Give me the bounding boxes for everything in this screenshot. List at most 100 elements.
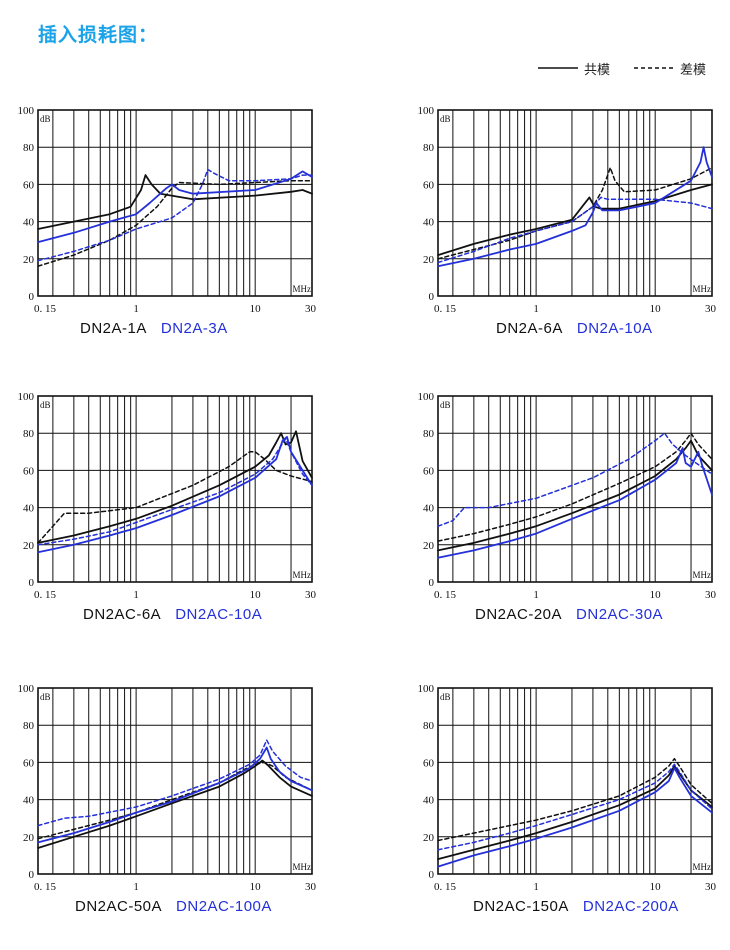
y-tick-label: 0 (429, 577, 435, 589)
caption-model-black: DN2AC-150A (473, 898, 569, 915)
y-tick-label: 40 (23, 217, 35, 229)
series-line-b-differential (37, 739, 313, 827)
y-tick-label: 60 (423, 757, 435, 769)
x-tick-label: 0. 15 (34, 589, 57, 601)
y-tick-label: 60 (423, 465, 435, 477)
x-tick-label: 1 (533, 881, 539, 893)
y-tick-label: 80 (23, 720, 35, 732)
y-tick-label: 100 (418, 391, 435, 403)
x-tick-label: 0. 15 (34, 303, 57, 315)
x-tick-label: 1 (533, 303, 539, 315)
series-line-a-differential (437, 757, 713, 842)
x-unit-label: MHz (693, 862, 712, 872)
insertion-loss-chart-1: 0 20 40 60 80 100 0. 15 1 10 30 dB MHz (18, 105, 317, 315)
caption-model-blue: DN2AC-200A (582, 898, 679, 915)
plot-frame (37, 395, 313, 583)
chart-panel-3: 0 20 40 60 80 100 0. 15 1 10 30 dB MHz DN2AC-6A DN2AC… (0, 378, 330, 638)
caption-model-black: DN2A-6A (496, 320, 563, 337)
x-tick-label: 10 (650, 881, 662, 893)
y-unit-label: dB (40, 692, 51, 702)
y-tick-label: 40 (423, 795, 435, 807)
caption-model-blue: DN2A-10A (576, 320, 653, 337)
chart-panel-2: 0 20 40 60 80 100 0. 15 1 10 30 dB MHz DN2A-6A DN2A-1… (400, 92, 730, 352)
y-unit-label: dB (440, 692, 451, 702)
dashed-line-icon (634, 67, 675, 69)
x-tick-label: 0. 15 (434, 881, 457, 893)
x-unit-label: MHz (693, 570, 712, 580)
legend-item-dashed: 差模 (632, 59, 706, 78)
chart-panel-5: 0 20 40 60 80 100 0. 15 1 10 30 dB MHz DN2AC-50A DN2A… (0, 670, 330, 930)
plot-frame (37, 109, 313, 297)
y-tick-label: 40 (423, 503, 435, 515)
x-tick-label: 1 (133, 303, 139, 315)
caption-model-black: DN2AC-50A (75, 898, 163, 915)
x-unit-label: MHz (293, 862, 312, 872)
y-tick-label: 80 (423, 142, 435, 154)
caption-model-black: DN2AC-6A (83, 606, 162, 623)
x-unit-label: MHz (293, 284, 312, 294)
series-line-a-differential (37, 451, 313, 544)
y-tick-label: 100 (18, 391, 35, 403)
y-tick-label: 40 (23, 795, 35, 807)
page-title: 插入损耗图： (38, 24, 159, 46)
insertion-loss-chart-4: 0 20 40 60 80 100 0. 15 1 10 30 dB MHz (418, 391, 717, 601)
x-tick-label: 1 (133, 589, 139, 601)
chart-caption: DN2AC-6A DN2AC-10A (83, 606, 262, 623)
x-tick-label: 30 (705, 881, 717, 893)
chart-caption: DN2A-1A DN2A-3A (80, 320, 228, 337)
series-line-b-differential (437, 196, 713, 264)
x-tick-label: 10 (650, 589, 662, 601)
y-unit-label: dB (40, 114, 51, 124)
y-tick-label: 0 (29, 577, 35, 589)
y-tick-label: 100 (418, 683, 435, 695)
y-tick-label: 100 (418, 105, 435, 117)
y-unit-label: dB (440, 114, 451, 124)
y-tick-label: 60 (23, 179, 35, 191)
solid-line-icon (538, 67, 578, 69)
caption-model-blue: DN2A-3A (160, 320, 228, 337)
plot-frame (437, 109, 713, 297)
series-line-b-differential (37, 438, 313, 546)
y-tick-label: 20 (23, 254, 35, 266)
insertion-loss-chart-3: 0 20 40 60 80 100 0. 15 1 10 30 dB MHz (18, 391, 317, 601)
series-line-b-differential (37, 168, 313, 262)
series-line-a-common (437, 765, 713, 860)
y-tick-label: 20 (23, 540, 35, 552)
insertion-loss-chart-6: 0 20 40 60 80 100 0. 15 1 10 30 dB MHz (418, 683, 717, 893)
series-line-b-common (437, 767, 713, 868)
caption-model-black: DN2A-1A (80, 320, 147, 337)
y-unit-label: dB (40, 400, 51, 410)
plot-frame (437, 687, 713, 875)
y-tick-label: 40 (423, 217, 435, 229)
legend-item-solid: 共模 (536, 59, 610, 78)
x-tick-label: 0. 15 (434, 589, 457, 601)
x-unit-label: MHz (693, 284, 712, 294)
chart-panel-4: 0 20 40 60 80 100 0. 15 1 10 30 dB MHz DN2AC-20A DN2A… (400, 378, 730, 638)
series-line-a-differential (437, 432, 713, 542)
legend-label-differential-mode: 差模 (680, 62, 707, 78)
caption-model-black: DN2AC-20A (475, 606, 563, 623)
chart-caption: DN2A-6A DN2A-10A (496, 320, 653, 337)
y-tick-label: 40 (23, 503, 35, 515)
y-tick-label: 80 (23, 428, 35, 440)
legend: 共模 差模 (536, 59, 706, 78)
y-tick-label: 60 (423, 179, 435, 191)
x-tick-label: 10 (250, 303, 262, 315)
series-line-a-common (37, 430, 313, 544)
chart-caption: DN2AC-150A DN2AC-200A (473, 898, 679, 915)
series-line-b-differential (437, 763, 713, 851)
y-unit-label: dB (440, 400, 451, 410)
series-line-b-common (37, 746, 313, 844)
series-line-a-differential (37, 179, 313, 267)
insertion-loss-chart-2: 0 20 40 60 80 100 0. 15 1 10 30 dB MHz (418, 105, 717, 315)
x-tick-label: 30 (705, 589, 717, 601)
x-tick-label: 10 (250, 589, 262, 601)
y-tick-label: 0 (429, 291, 435, 303)
x-tick-label: 0. 15 (434, 303, 457, 315)
series-line-b-common (437, 447, 713, 559)
x-unit-label: MHz (293, 570, 312, 580)
series-line-a-common (437, 183, 713, 256)
y-tick-label: 0 (29, 869, 35, 881)
y-tick-label: 0 (429, 869, 435, 881)
y-tick-label: 100 (18, 105, 35, 117)
